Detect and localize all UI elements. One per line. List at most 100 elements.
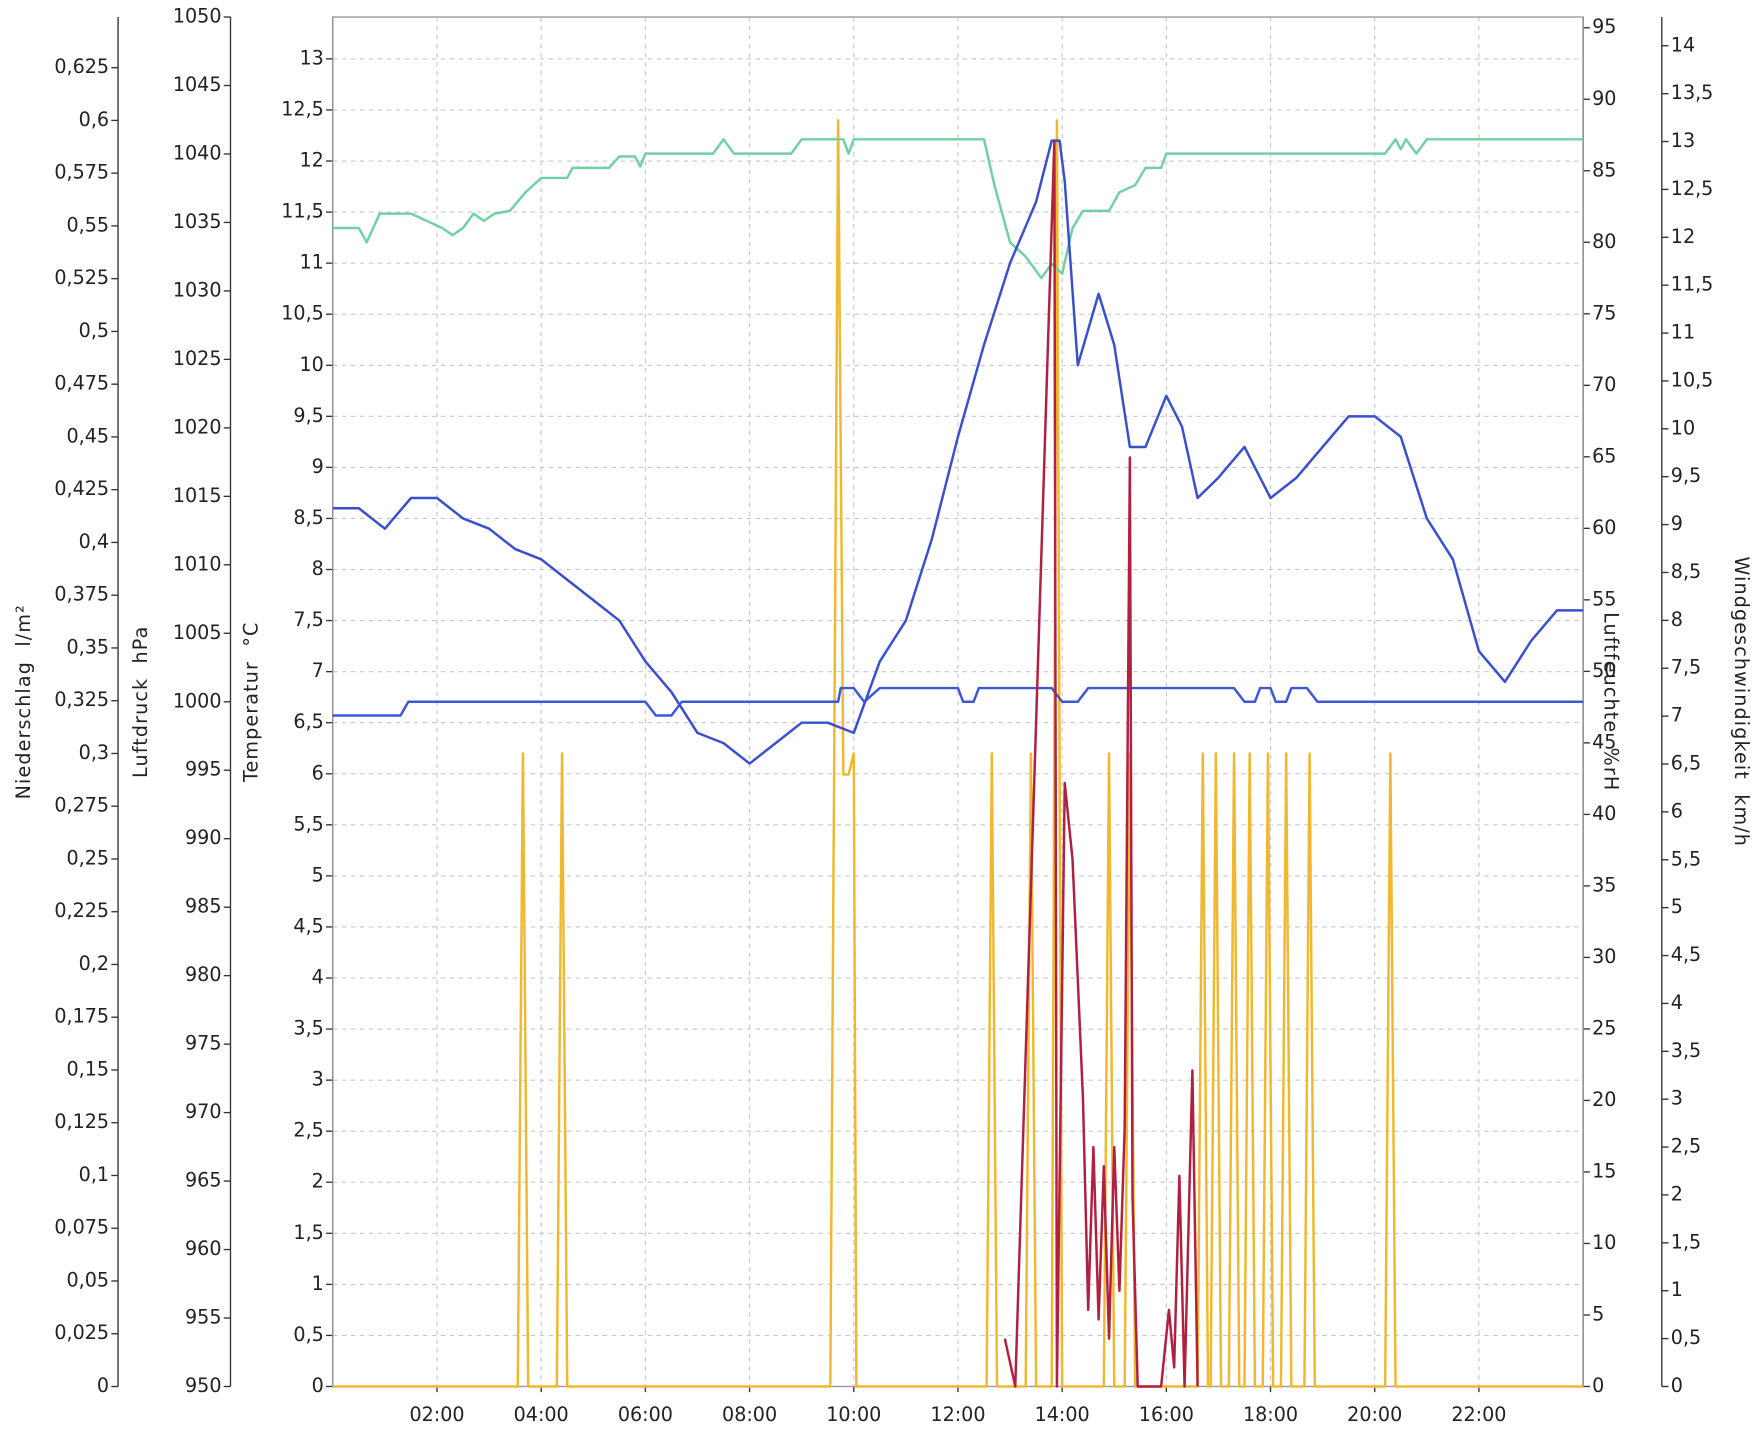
series-line [332, 138, 1584, 280]
y-tick-label: 0,125 [54, 1110, 109, 1133]
y-tick-label: 6 [312, 761, 324, 784]
y-tick-label: 90 [1592, 87, 1616, 110]
y-tick-label: 3,5 [1671, 1039, 1701, 1062]
y-tick-label: 65 [1592, 444, 1616, 467]
y-tick-label: 2,5 [293, 1119, 323, 1142]
y-tick-label: 7 [1671, 704, 1683, 727]
y-tick-label: 1025 [173, 347, 222, 370]
y-tick-label: 1035 [173, 210, 222, 233]
y-tick-label: 12,5 [281, 97, 324, 120]
y-tick-label: 15 [1592, 1159, 1616, 1182]
y-tick-label: 0,425 [54, 477, 109, 500]
y-tick-label: 2 [312, 1170, 324, 1193]
y-tick-label: 5 [1592, 1302, 1604, 1325]
y-tick-label: 5 [312, 863, 324, 886]
y-tick-label: 95 [1592, 15, 1616, 38]
series-line [1003, 140, 1199, 1388]
x-tick-label: 18:00 [1243, 1403, 1298, 1426]
y-tick-label: 0,325 [54, 688, 109, 711]
y-tick-label: 40 [1592, 802, 1616, 825]
y-tick-label: 85 [1592, 158, 1616, 181]
y-tick-label: 0,275 [54, 794, 109, 817]
y-tick-label: 0,5 [1671, 1326, 1701, 1349]
y-tick-label: 6,5 [293, 710, 323, 733]
y-tick-label: 3,5 [293, 1017, 323, 1040]
y-tick-label: 1,5 [1671, 1230, 1701, 1253]
y-tick-label: 10,5 [281, 302, 324, 325]
y-tick-label: 70 [1592, 373, 1616, 396]
y-tick-label: 5,5 [1671, 847, 1701, 870]
y-tick-label: 12 [299, 149, 323, 172]
y-tick-label: 2 [1671, 1182, 1683, 1205]
y-tick-label: 60 [1592, 516, 1616, 539]
y-tick-label: 0,225 [54, 899, 109, 922]
y-tick-label: 0,025 [54, 1321, 109, 1344]
y-tick-label: 6 [1671, 799, 1683, 822]
y-tick-label: 50 [1592, 659, 1616, 682]
y-tick-label: 0 [97, 1374, 109, 1397]
y-tick-label: 25 [1592, 1016, 1616, 1039]
y-tick-label: 975 [185, 1032, 221, 1055]
x-tick-label: 08:00 [722, 1403, 777, 1426]
y-tick-label: 1 [312, 1272, 324, 1295]
y-tick-label: 4,5 [293, 914, 323, 937]
y-tick-label: 0,525 [54, 266, 109, 289]
y-tick-label: 995 [185, 758, 221, 781]
y-tick-label: 0 [312, 1374, 324, 1397]
x-tick-label: 16:00 [1139, 1403, 1194, 1426]
y-tick-label: 0,4 [79, 530, 109, 553]
y-tick-label: 55 [1592, 587, 1616, 610]
y-tick-label: 1020 [173, 415, 222, 438]
x-tick-label: 04:00 [514, 1403, 569, 1426]
y-tick-label: 4,5 [1671, 943, 1701, 966]
y-tick-label: 9 [312, 455, 324, 478]
y-tick-label: 960 [185, 1237, 221, 1260]
y-tick-label: 1050 [173, 5, 222, 28]
y-tick-label: 9,5 [293, 404, 323, 427]
y-tick-label: 11 [299, 251, 323, 274]
x-tick-label: 20:00 [1347, 1403, 1402, 1426]
y-tick-label: 0,05 [67, 1268, 110, 1291]
x-tick-label: 02:00 [409, 1403, 464, 1426]
y-tick-label: 1015 [173, 484, 222, 507]
x-tick-label: 22:00 [1451, 1403, 1506, 1426]
y-axis-title: Luftfeuchte %rH [1600, 612, 1623, 791]
y-tick-label: 9,5 [1671, 464, 1701, 487]
y-tick-label: 45 [1592, 730, 1616, 753]
y-tick-label: 0,6 [79, 108, 109, 131]
y-tick-label: 10 [299, 353, 323, 376]
y-tick-label: 0,3 [79, 741, 109, 764]
y-tick-label: 13,5 [1671, 81, 1714, 104]
y-tick-label: 10,5 [1671, 368, 1714, 391]
y-tick-label: 0,25 [67, 846, 110, 869]
x-tick-label: 10:00 [826, 1403, 881, 1426]
y-tick-label: 0,55 [67, 213, 110, 236]
y-tick-label: 0,575 [54, 161, 109, 184]
y-tick-label: 5 [1671, 895, 1683, 918]
y-tick-label: 970 [185, 1100, 221, 1123]
y-tick-label: 990 [185, 826, 221, 849]
y-tick-label: 0,075 [54, 1216, 109, 1239]
y-tick-label: 0 [1592, 1374, 1604, 1397]
y-tick-label: 0,5 [293, 1323, 323, 1346]
series-line [332, 686, 1584, 717]
y-tick-label: 1,5 [293, 1221, 323, 1244]
y-tick-label: 13 [1671, 129, 1695, 152]
y-tick-label: 0,2 [79, 952, 109, 975]
y-tick-label: 11,5 [281, 200, 324, 223]
y-tick-label: 0,475 [54, 372, 109, 395]
y-tick-label: 0,375 [54, 583, 109, 606]
y-tick-label: 1005 [173, 621, 222, 644]
y-tick-label: 11 [1671, 321, 1695, 344]
y-tick-label: 0,5 [79, 319, 109, 342]
y-tick-label: 1010 [173, 552, 222, 575]
y-tick-label: 7 [312, 659, 324, 682]
y-tick-label: 3 [1671, 1087, 1683, 1110]
y-tick-label: 0,15 [67, 1057, 110, 1080]
y-tick-label: 0,625 [54, 55, 109, 78]
x-tick-label: 14:00 [1035, 1403, 1090, 1426]
y-tick-label: 80 [1592, 230, 1616, 253]
y-tick-label: 0,175 [54, 1005, 109, 1028]
